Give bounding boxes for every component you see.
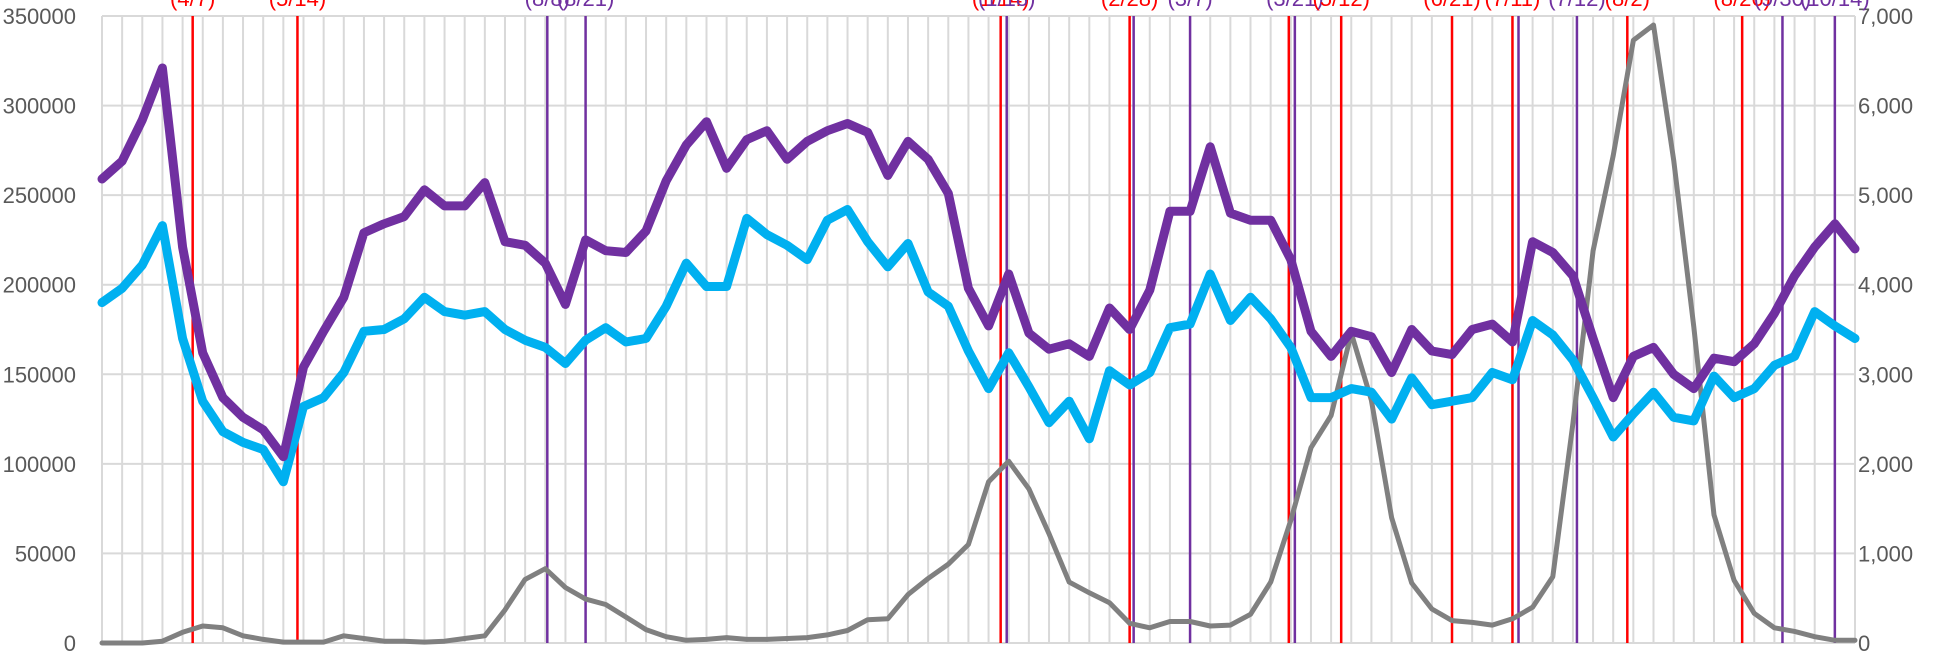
event-label: (1/18): [978, 0, 1035, 11]
y-right-tick-label: 3,000: [1858, 362, 1913, 387]
event-label: (7/12): [1548, 0, 1605, 11]
y-right-tick-label: 7,000: [1858, 4, 1913, 29]
y-left-tick-label: 50000: [15, 541, 76, 566]
y-right-tick-label: 4,000: [1858, 273, 1913, 298]
y-left-tick-label: 200000: [3, 273, 76, 298]
y-left-tick-label: 150000: [3, 362, 76, 387]
event-label: (5/12): [1312, 0, 1369, 11]
y-right-tick-label: 0: [1858, 631, 1870, 656]
y-left-tick-label: 250000: [3, 183, 76, 208]
event-label: (9/30): [1754, 0, 1811, 11]
y-left-tick-label: 100000: [3, 452, 76, 477]
y-right-tick-label: 6,000: [1858, 94, 1913, 119]
event-label: (3/21): [1266, 0, 1323, 11]
event-label: (10/14): [1800, 0, 1870, 11]
event-label: (8/8): [525, 0, 570, 11]
y-right-tick-label: 5,000: [1858, 183, 1913, 208]
y-right-tick-label: 1,000: [1858, 541, 1913, 566]
event-label: (5/14): [269, 0, 326, 11]
event-label: (8/21): [557, 0, 614, 11]
series-line: [97, 205, 1860, 487]
series-line: [99, 22, 1858, 646]
event-label: (6/21): [1423, 0, 1480, 11]
event-label: (7/11): [1485, 0, 1541, 11]
y-left-tick-label: 350000: [3, 4, 76, 29]
y-right-tick-label: 2,000: [1858, 452, 1913, 477]
event-label: (4/7): [170, 0, 215, 11]
event-label: (8/26): [1713, 0, 1770, 11]
event-label: (1/14): [972, 0, 1029, 11]
y-left-tick-label: 300000: [3, 94, 76, 119]
event-label: (2/28): [1101, 0, 1158, 11]
series-line: [97, 63, 1860, 462]
event-label: (3/7): [1167, 0, 1212, 11]
y-left-tick-label: 0: [64, 631, 76, 656]
event-label: (8/2): [1605, 0, 1650, 11]
